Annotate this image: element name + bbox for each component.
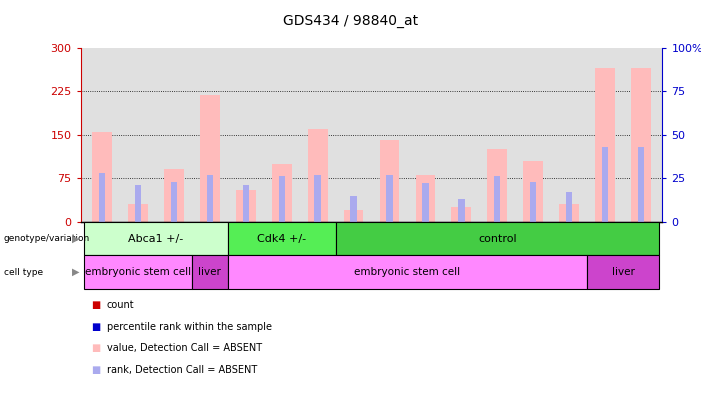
Bar (272, 164, 292, 222)
Text: rank, Detection Call = ABSENT: rank, Detection Call = ABSENT (107, 365, 257, 375)
Text: ■: ■ (91, 365, 100, 375)
Bar (135, 185, 142, 222)
Text: ■: ■ (91, 300, 100, 310)
Bar (278, 177, 285, 222)
Bar (350, 196, 357, 222)
Bar (494, 177, 501, 222)
Text: liver: liver (611, 267, 634, 277)
Bar (451, 207, 471, 222)
Text: Cdk4 +/-: Cdk4 +/- (257, 234, 306, 244)
Text: count: count (107, 300, 134, 310)
Bar (566, 192, 572, 222)
Text: value, Detection Call = ABSENT: value, Detection Call = ABSENT (107, 343, 261, 354)
Text: cell type: cell type (4, 268, 43, 277)
Bar (422, 183, 428, 222)
Bar (523, 161, 543, 222)
Bar (228, 222, 336, 255)
Text: ▶: ▶ (72, 267, 79, 277)
Bar (236, 190, 256, 222)
Text: embryonic stem cell: embryonic stem cell (355, 267, 461, 277)
Bar (487, 149, 507, 222)
Text: control: control (478, 234, 517, 244)
Text: percentile rank within the sample: percentile rank within the sample (107, 322, 271, 332)
Bar (386, 175, 393, 222)
Text: Abca1 +/-: Abca1 +/- (128, 234, 184, 244)
Bar (631, 68, 651, 222)
Text: liver: liver (198, 267, 222, 277)
Bar (336, 222, 659, 255)
Bar (207, 175, 213, 222)
Bar (380, 141, 400, 222)
Bar (638, 147, 644, 222)
Bar (559, 204, 579, 222)
Bar (601, 147, 608, 222)
Bar (228, 255, 587, 289)
Bar (93, 132, 112, 222)
Bar (416, 175, 435, 222)
Bar (128, 204, 148, 222)
Bar (164, 169, 184, 222)
Bar (458, 199, 465, 222)
Text: ■: ■ (91, 322, 100, 332)
Text: ▶: ▶ (72, 234, 79, 244)
Text: genotype/variation: genotype/variation (4, 234, 90, 243)
Bar (315, 175, 321, 222)
Bar (530, 182, 536, 222)
Bar (171, 182, 177, 222)
Bar (343, 210, 363, 222)
Bar (200, 95, 220, 222)
Bar (84, 222, 228, 255)
Text: GDS434 / 98840_at: GDS434 / 98840_at (283, 14, 418, 28)
Bar (99, 173, 105, 222)
Bar (587, 255, 659, 289)
Bar (84, 255, 192, 289)
Text: ■: ■ (91, 343, 100, 354)
Text: embryonic stem cell: embryonic stem cell (85, 267, 191, 277)
Bar (192, 255, 228, 289)
Bar (595, 68, 615, 222)
Bar (308, 129, 327, 222)
Bar (243, 185, 249, 222)
